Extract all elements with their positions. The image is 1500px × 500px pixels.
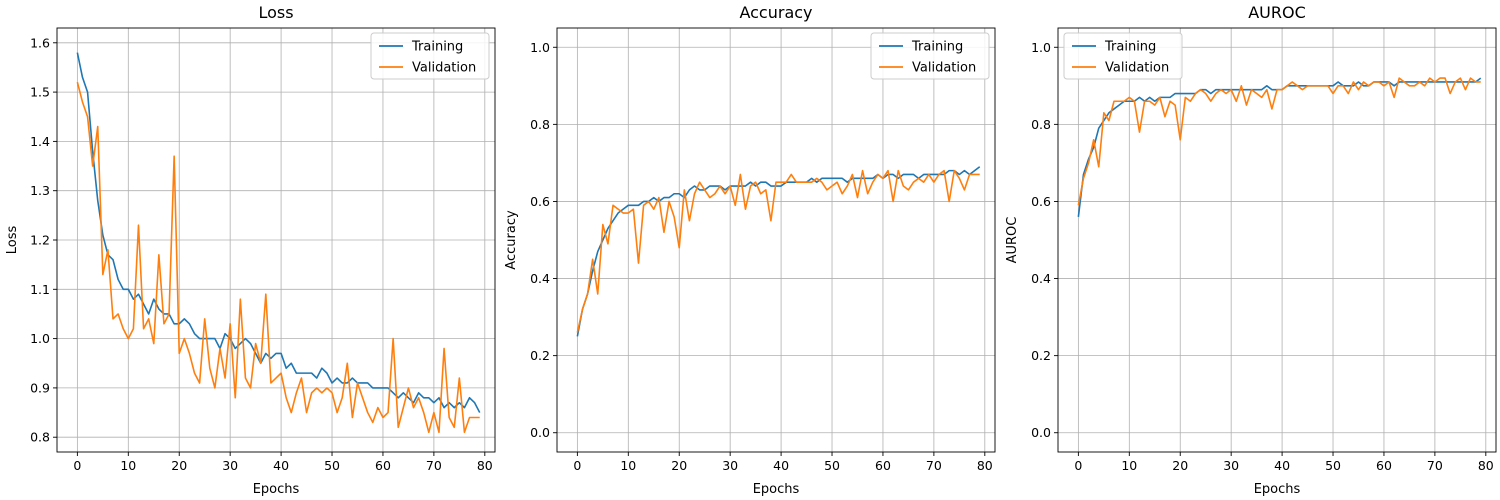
legend-entry-training: Training [911,40,963,55]
y-tick-label: 1.0 [530,40,550,55]
chart-title: Loss [258,3,293,22]
y-tick-label: 0.4 [530,271,550,286]
y-tick-label: 1.5 [30,85,50,100]
x-tick-label: 10 [620,458,636,473]
y-tick-label: 1.3 [30,183,50,198]
x-tick-label: 80 [1478,458,1494,473]
x-tick-label: 30 [1223,458,1239,473]
x-tick-label: 60 [1376,458,1392,473]
auroc-training-line [1077,77,1482,217]
y-tick-label: 1.6 [30,35,50,50]
x-tick-label: 20 [171,458,187,473]
y-tick-label: 0.6 [530,194,550,209]
y-tick-label: 0.2 [1031,348,1051,363]
y-tick-label: 1.1 [30,282,50,297]
x-tick-label: 80 [977,458,993,473]
legend: Training Validation [370,32,490,80]
x-tick-label: 0 [1074,458,1082,473]
legend-entry-validation: Validation [1105,61,1169,76]
x-tick-label: 70 [926,458,942,473]
y-tick-label: 0.0 [530,425,550,440]
legend: Training Validation [1063,32,1183,80]
y-tick-label: 0.4 [1031,271,1051,286]
y-tick-label: 0.6 [1031,194,1051,209]
auroc-validation-line [1077,77,1481,206]
y-tick-label: 0.8 [30,430,50,445]
y-axis-label: Loss [5,226,20,255]
loss-panel: 0 10 20 30 40 50 60 70 80 0.8 0.9 1.0 1.1 1.2 1.3 1.4 1.… [5,3,496,497]
x-tick-label: 0 [73,458,81,473]
accuracy-training-line [576,166,981,337]
x-tick-label: 20 [671,458,687,473]
y-tick-label: 0.8 [530,117,550,132]
x-tick-label: 50 [1325,458,1341,473]
x-tick-label: 80 [477,458,493,473]
x-tick-label: 60 [375,458,391,473]
legend-entry-validation: Validation [912,61,976,76]
legend: Training Validation [870,32,990,80]
x-tick-label: 70 [1427,458,1443,473]
x-tick-label: 50 [824,458,840,473]
x-axis-label: Epochs [253,482,300,497]
loss-validation-line [76,82,480,434]
auroc-panel: 0 10 20 30 40 50 60 70 80 0.0 0.2 0.4 0.6 0.8 1.0 AUROC… [1005,3,1497,497]
y-tick-label: 0.9 [30,380,50,395]
chart-title: AUROC [1248,3,1306,22]
y-tick-label: 0.8 [1031,117,1051,132]
chart-title: Accuracy [739,3,812,22]
y-tick-label: 1.0 [30,331,50,346]
plot-frame [1057,27,1497,453]
x-tick-label: 40 [273,458,289,473]
x-tick-label: 60 [875,458,891,473]
y-axis-label: Accuracy [504,210,519,270]
y-axis-label: AUROC [1005,217,1020,264]
plot-frame [56,27,496,453]
x-tick-label: 40 [773,458,789,473]
accuracy-validation-line [576,169,980,333]
x-tick-label: 10 [120,458,136,473]
y-tick-label: 1.0 [1031,40,1051,55]
legend-entry-training: Training [411,40,463,55]
legend-entry-training: Training [1104,40,1156,55]
x-tick-label: 30 [222,458,238,473]
x-axis-label: Epochs [1254,482,1301,497]
x-tick-label: 10 [1121,458,1137,473]
plot-frame [556,27,996,453]
x-tick-label: 40 [1274,458,1290,473]
legend-entry-validation: Validation [412,61,476,76]
x-tick-label: 0 [573,458,581,473]
accuracy-panel: 0 10 20 30 40 50 60 70 80 0.0 0.2 0.4 0.6 0.8 1.0 Accur… [504,3,996,497]
x-tick-label: 70 [426,458,442,473]
x-tick-label: 50 [324,458,340,473]
y-tick-label: 1.2 [30,233,50,248]
x-tick-label: 20 [1172,458,1188,473]
x-tick-label: 30 [722,458,738,473]
y-tick-label: 0.2 [530,348,550,363]
y-tick-label: 0.0 [1031,425,1051,440]
y-tick-label: 1.4 [30,134,50,149]
x-axis-label: Epochs [753,482,800,497]
